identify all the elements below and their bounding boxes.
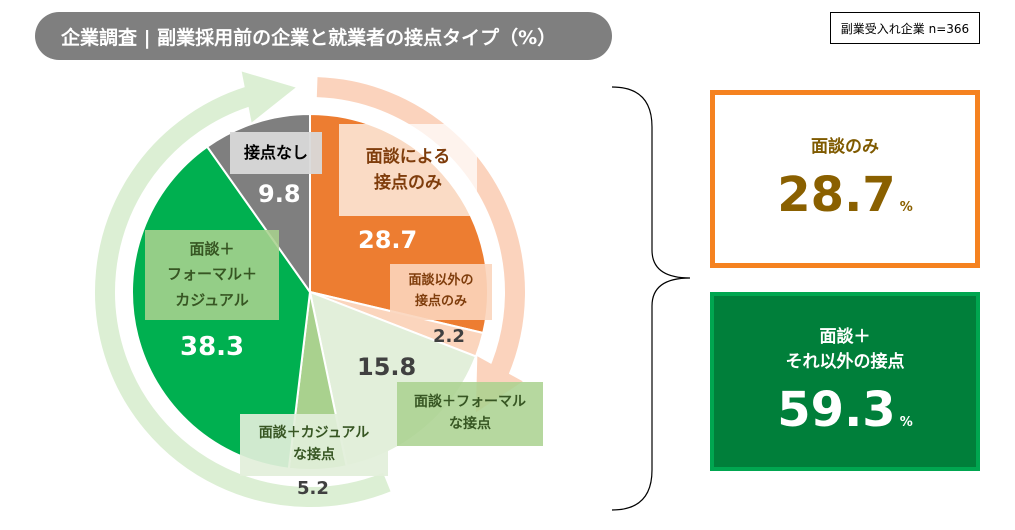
page-title: 企業調査 | 副業採用前の企業と就業者の接点タイプ（%） [35, 12, 612, 60]
label-no-contact-text: 接点なし [243, 142, 308, 162]
label-interview-formal-line2: な接点 [449, 416, 491, 432]
label-interview-casual: 面談＋カジュアル な接点 [240, 414, 388, 476]
summary-interview-plus-label: 面談＋ それ以外の接点 [786, 325, 905, 374]
label-no-contact: 接点なし [230, 132, 322, 174]
label-interview-only-line1: 面談による [365, 146, 451, 167]
value-interview-formal-casual: 38.3 [180, 332, 245, 362]
label-ifc-line2: フォーマル＋ [166, 265, 257, 284]
summary-interview-only-value-row: 28.7% [777, 167, 912, 223]
orange-arrow-arc [316, 77, 525, 393]
label-interview-other-line1: 面談以外の [408, 273, 474, 289]
value-interview-other: 2.2 [433, 326, 465, 347]
summary-interview-only-card: 面談のみ 28.7% [710, 90, 980, 268]
curly-brace [611, 86, 691, 511]
label-interview-casual-line2: な接点 [293, 447, 335, 463]
value-no-contact: 9.8 [258, 180, 301, 208]
label-interview-formal-casual: 面談＋ フォーマル＋ カジュアル [145, 230, 279, 320]
value-interview-casual: 5.2 [297, 478, 329, 499]
label-interview-only: 面談による 接点のみ [339, 124, 477, 216]
label-interview-formal: 面談＋フォーマル な接点 [397, 382, 543, 446]
label-interview-other-line2: 接点のみ [414, 294, 467, 309]
label-ifc-line3: カジュアル [175, 290, 249, 309]
summary-interview-plus-card: 面談＋ それ以外の接点 59.3% [710, 292, 980, 471]
label-interview-formal-line1: 面談＋フォーマル [414, 394, 526, 411]
summary-interview-only-unit: % [899, 200, 913, 216]
sample-size-note: 副業受入れ企業 n=366 [830, 12, 980, 44]
label-interview-casual-line1: 面談＋カジュアル [258, 425, 370, 442]
green-arrow-head [241, 71, 296, 123]
summary-interview-plus-label-line1: 面談＋ [819, 326, 871, 347]
value-interview-formal: 15.8 [357, 353, 417, 381]
summary-interview-plus-label-line2: それ以外の接点 [785, 351, 905, 372]
green-arrow-arc [95, 81, 391, 507]
summary-interview-plus-value: 59.3 [777, 382, 896, 439]
summary-interview-plus-unit: % [899, 415, 913, 431]
label-interview-other: 面談以外の 接点のみ [390, 264, 492, 320]
label-interview-only-line2: 接点のみ [374, 173, 442, 193]
summary-interview-only-value: 28.7 [777, 167, 896, 224]
label-ifc-line1: 面談＋ [189, 239, 235, 258]
summary-interview-plus-value-row: 59.3% [777, 382, 912, 438]
summary-interview-only-label: 面談のみ [811, 136, 879, 157]
value-interview-only: 28.7 [358, 226, 418, 254]
